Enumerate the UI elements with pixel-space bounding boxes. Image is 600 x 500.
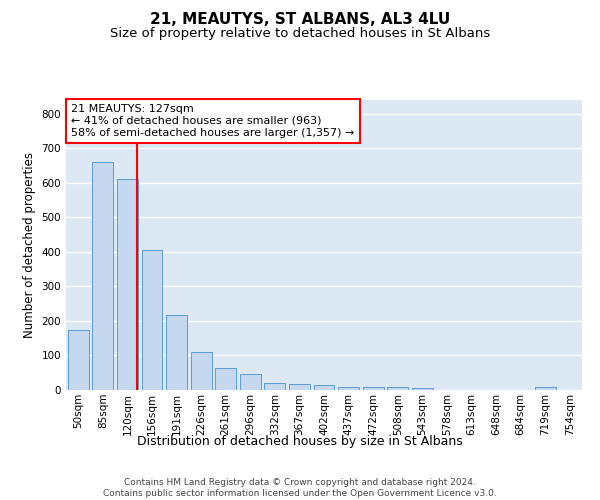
Bar [314,385,334,390]
Bar [535,387,556,390]
Text: Size of property relative to detached houses in St Albans: Size of property relative to detached ho… [110,28,490,40]
Y-axis label: Number of detached properties: Number of detached properties [23,152,36,338]
Bar [362,387,383,390]
Bar [68,330,89,390]
Bar [215,368,236,390]
Bar [240,374,261,390]
Text: 21 MEAUTYS: 127sqm
← 41% of detached houses are smaller (963)
58% of semi-detach: 21 MEAUTYS: 127sqm ← 41% of detached hou… [71,104,355,138]
Bar [166,314,187,390]
Bar [265,383,286,390]
Bar [338,387,359,390]
Bar [289,384,310,390]
Bar [387,387,408,390]
Text: 21, MEAUTYS, ST ALBANS, AL3 4LU: 21, MEAUTYS, ST ALBANS, AL3 4LU [150,12,450,28]
Bar [412,388,433,390]
Bar [142,250,163,390]
Text: Distribution of detached houses by size in St Albans: Distribution of detached houses by size … [137,435,463,448]
Bar [92,162,113,390]
Bar [191,352,212,390]
Text: Contains HM Land Registry data © Crown copyright and database right 2024.
Contai: Contains HM Land Registry data © Crown c… [103,478,497,498]
Bar [117,180,138,390]
